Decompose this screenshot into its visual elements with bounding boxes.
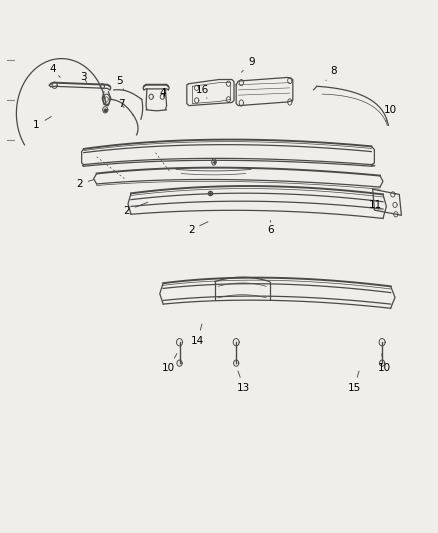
Text: 14: 14	[191, 324, 204, 346]
Text: 4: 4	[49, 64, 60, 77]
Text: 2: 2	[188, 222, 208, 235]
Text: 11: 11	[369, 200, 382, 210]
Text: 3: 3	[81, 72, 87, 83]
Text: 4: 4	[159, 88, 166, 98]
Text: 1: 1	[33, 117, 51, 131]
Text: 10: 10	[384, 105, 397, 122]
Text: 15: 15	[348, 371, 361, 393]
Text: 10: 10	[162, 353, 177, 373]
Text: 6: 6	[267, 221, 274, 235]
Text: 2: 2	[124, 202, 148, 216]
Text: 16: 16	[196, 85, 209, 98]
Text: 5: 5	[116, 76, 124, 90]
Text: 9: 9	[241, 56, 254, 72]
Text: 7: 7	[118, 99, 124, 109]
Text: 13: 13	[237, 371, 251, 393]
Text: 8: 8	[326, 66, 337, 80]
Text: 2: 2	[76, 179, 94, 189]
Text: 10: 10	[378, 354, 391, 373]
